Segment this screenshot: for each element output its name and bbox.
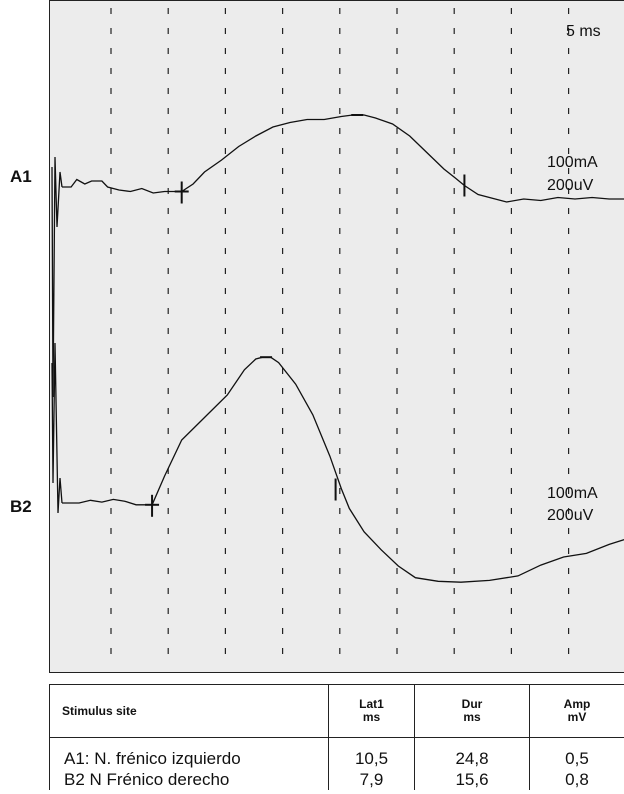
amp-cell: 0,5 — [529, 737, 624, 769]
lat1-cell: 7,9 — [328, 769, 415, 790]
header-dur: Dur ms — [414, 684, 530, 738]
results-table: Stimulus site Lat1 ms Dur ms Amp mV A1: … — [49, 684, 624, 790]
header-amp-unit: mV — [567, 710, 587, 724]
channel-label-b2: B2 — [10, 497, 32, 516]
trace-panel — [49, 0, 624, 673]
table-row: A1: N. frénico izquierdo 10,5 24,8 0,5 — [49, 737, 624, 769]
channel-label-a1: A1 — [10, 167, 32, 186]
table-header-row: Stimulus site Lat1 ms Dur ms Amp mV — [49, 684, 624, 738]
header-stimulus-site-label: Stimulus site — [62, 703, 137, 718]
sensitivity-label-a1: 200uV — [547, 177, 594, 194]
header-dur-unit: ms — [463, 710, 481, 724]
header-amp-label: Amp — [563, 697, 591, 711]
traces — [51, 114, 624, 583]
waveform-chart: 5 ms A1 100mA 200uV B2 100mA 200uV — [10, 0, 624, 673]
header-lat1: Lat1 ms — [328, 684, 415, 738]
trace-a1 — [62, 114, 624, 203]
stimulus-label-a1: 100mA — [547, 154, 598, 171]
header-amp: Amp mV — [529, 684, 624, 738]
sensitivity-label-b2: 200uV — [547, 507, 594, 524]
stimulus-label-b2: 100mA — [547, 485, 598, 502]
site-cell: B2 N Frénico derecho — [49, 769, 329, 790]
dur-cell: 15,6 — [414, 769, 530, 790]
site-cell: A1: N. frénico izquierdo — [49, 737, 329, 769]
stimulus-artifact-b2 — [51, 342, 63, 514]
trace-labels: 5 ms A1 100mA 200uV B2 100mA 200uV — [10, 23, 601, 524]
trace-b2 — [62, 356, 624, 583]
header-lat1-unit: ms — [362, 710, 381, 724]
header-lat1-label: Lat1 — [359, 697, 384, 711]
dur-cell: 24,8 — [414, 737, 530, 769]
amp-cell: 0,8 — [529, 769, 624, 790]
table-row: B2 N Frénico derecho 7,9 15,6 0,8 — [49, 769, 624, 790]
sweep-label: 5 ms — [566, 23, 601, 40]
stimulus-artifact-a1 — [51, 156, 63, 398]
header-dur-label: Dur — [461, 697, 483, 711]
lat1-cell: 10,5 — [328, 737, 415, 769]
header-stimulus-site: Stimulus site — [49, 684, 329, 738]
